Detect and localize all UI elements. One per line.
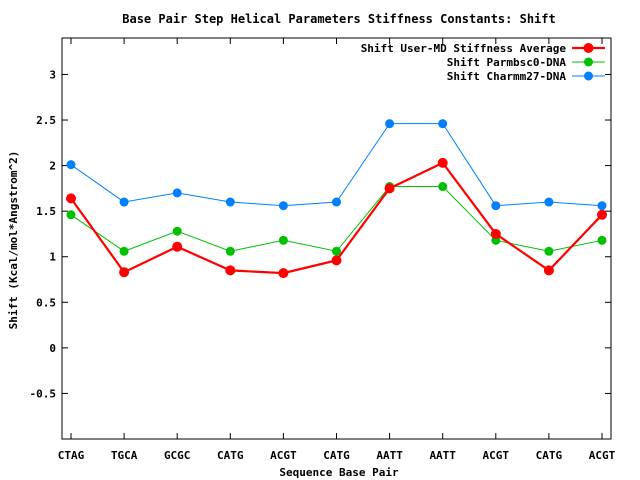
data-point: [119, 267, 130, 278]
data-point: [66, 160, 76, 170]
data-point: [385, 119, 395, 129]
series-2: [66, 182, 607, 256]
x-tick-label: GCGC: [164, 449, 191, 462]
data-point: [278, 235, 288, 245]
data-point: [491, 201, 501, 211]
x-tick-label: ACGT: [589, 449, 616, 462]
data-point: [278, 268, 289, 279]
data-point: [66, 193, 76, 204]
legend-label: Shift Charmm27-DNA: [447, 70, 567, 83]
x-tick-label: AATT: [429, 449, 456, 462]
data-point: [172, 226, 182, 236]
data-point: [172, 241, 183, 252]
x-tick-label: TGCA: [111, 449, 138, 462]
y-tick-label: 0: [49, 342, 56, 355]
y-tick-label: 1: [49, 251, 56, 264]
chart-title: Base Pair Step Helical Parameters Stiffn…: [122, 12, 555, 26]
y-tick-label: 2: [49, 160, 56, 173]
data-point: [66, 210, 76, 220]
legend-swatch-marker: [583, 43, 594, 53]
x-tick-label: ACGT: [270, 449, 297, 462]
data-point: [278, 201, 288, 211]
series-line: [70, 186, 603, 252]
data-point: [225, 265, 236, 276]
data-point: [172, 188, 182, 198]
x-tick-label: CTAG: [58, 449, 85, 462]
x-tick-label: ACGT: [483, 449, 510, 462]
x-axis-label: Sequence Base Pair: [279, 466, 399, 479]
data-point: [597, 209, 607, 220]
data-point: [119, 197, 129, 207]
y-tick-label: -0.5: [30, 387, 57, 400]
data-point: [543, 265, 554, 276]
y-tick-label: 3: [49, 68, 56, 81]
legend-swatch-marker: [584, 71, 593, 81]
data-point: [225, 246, 235, 256]
data-point: [597, 235, 607, 245]
x-axis: CTAG TGCA GCGC CATG ACGT CATG AATT AATT ACGT CATG…: [58, 38, 616, 462]
data-point: [544, 197, 554, 207]
data-point: [438, 182, 448, 192]
data-point: [332, 246, 341, 256]
data-point: [597, 201, 607, 211]
series-1: [66, 157, 607, 279]
series-line: [70, 123, 603, 207]
data-point: [225, 197, 235, 207]
data-point: [437, 157, 448, 168]
data-point: [438, 119, 448, 129]
legend-label: Shift User-MD Stiffness Average: [361, 42, 567, 55]
data-point: [331, 255, 342, 266]
x-tick-label: AATT: [376, 449, 403, 462]
series-3: [66, 119, 607, 211]
y-tick-label: 0.5: [36, 296, 56, 309]
x-tick-label: CATG: [536, 449, 563, 462]
plot-series: [66, 119, 607, 279]
y-tick-label: 1.5: [36, 205, 56, 218]
plot-border: [61, 37, 612, 440]
x-tick-label: CATG: [323, 449, 350, 462]
legend-swatch-marker: [584, 57, 593, 67]
data-point: [544, 246, 554, 256]
x-tick-label: CATG: [217, 449, 244, 462]
legend-label: Shift Parmbsc0-DNA: [447, 56, 567, 69]
data-point: [332, 197, 341, 207]
data-point: [490, 228, 501, 239]
data-point: [119, 246, 129, 256]
data-point: [384, 183, 395, 194]
y-axis-label: Shift (Kcal/mol*Angstrom^2): [7, 151, 20, 330]
y-axis: -0.5 0 0.5 1 1.5 2 2.5 3: [30, 68, 611, 400]
y-tick-label: 2.5: [36, 114, 56, 127]
